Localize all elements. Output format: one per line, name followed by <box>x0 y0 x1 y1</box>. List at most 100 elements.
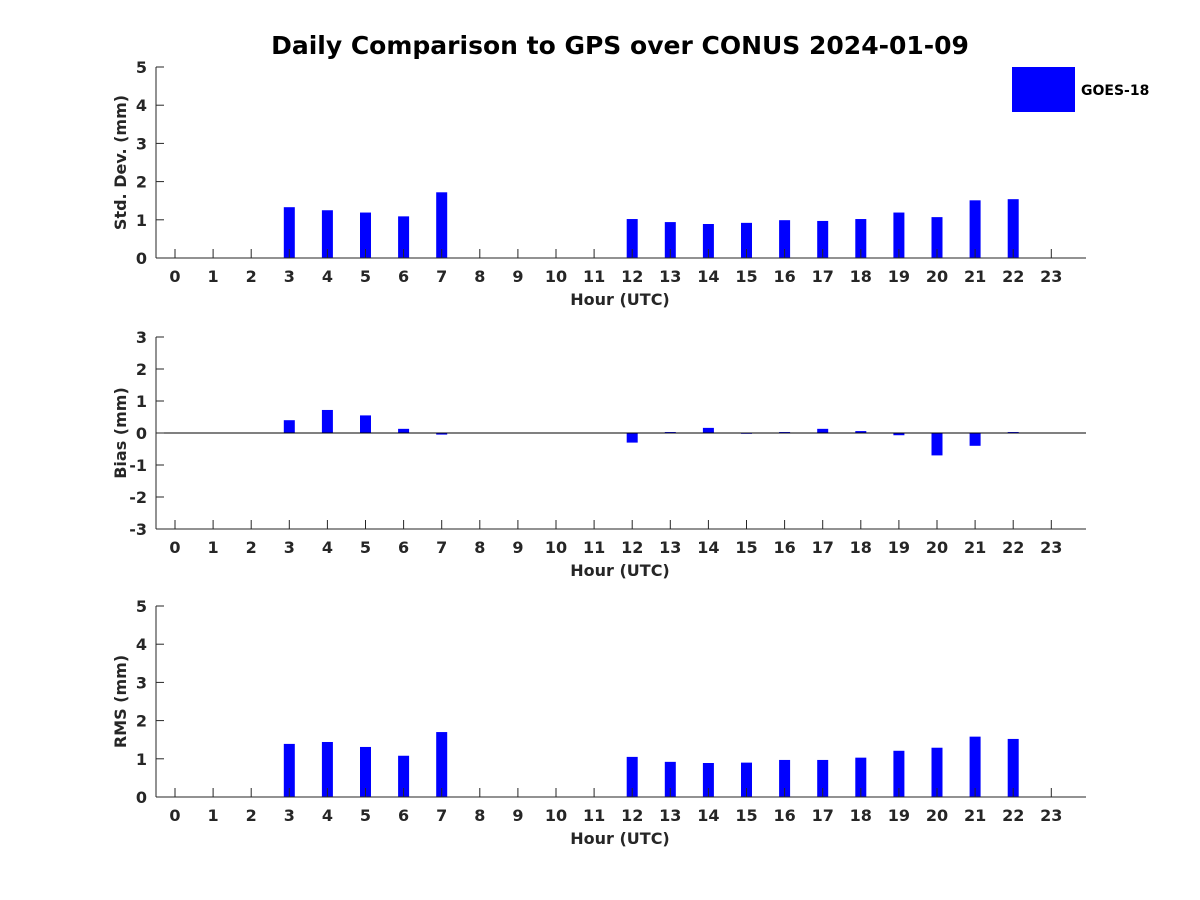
rms-bar-hour-13 <box>664 761 676 797</box>
rms-x-tick-label: 10 <box>545 806 567 825</box>
std-dev-bar-hour-7 <box>436 192 448 258</box>
bias-x-tick-label: 1 <box>208 538 219 557</box>
rms-x-tick-label: 11 <box>583 806 605 825</box>
std-dev-x-tick-label: 11 <box>583 267 605 286</box>
bias-bar-hour-7 <box>436 433 448 435</box>
std-dev-bar-hour-13 <box>664 222 676 258</box>
rms-y-axis-label: RMS (mm) <box>111 655 130 748</box>
rms-x-tick-label: 16 <box>773 806 795 825</box>
std-dev-x-tick-label: 12 <box>621 267 643 286</box>
bias-x-tick-label: 15 <box>735 538 757 557</box>
std-dev-y-tick-label: 2 <box>136 173 147 192</box>
std-dev-bar-hour-17 <box>817 220 829 258</box>
bias-bar-hour-18 <box>855 431 867 433</box>
rms-y-tick-label: 0 <box>136 788 147 807</box>
std-dev-x-tick-label: 6 <box>398 267 409 286</box>
std-dev-y-axis-label: Std. Dev. (mm) <box>111 95 130 230</box>
bias-x-tick-label: 18 <box>850 538 872 557</box>
std-dev-bar-hour-16 <box>779 220 791 258</box>
rms-x-tick-label: 23 <box>1040 806 1062 825</box>
bias-x-tick-label: 12 <box>621 538 643 557</box>
std-dev-x-tick-label: 8 <box>474 267 485 286</box>
bias-x-tick-label: 11 <box>583 538 605 557</box>
rms-x-tick-label: 13 <box>659 806 681 825</box>
bias-x-tick-label: 17 <box>812 538 834 557</box>
std-dev-bar-hour-21 <box>969 200 981 258</box>
bias-y-tick-label: -3 <box>129 520 147 539</box>
bias-y-axis-label: Bias (mm) <box>111 387 130 479</box>
std-dev-x-tick-label: 15 <box>735 267 757 286</box>
bias-x-tick-label: 13 <box>659 538 681 557</box>
std-dev-bar-hour-19 <box>893 212 905 258</box>
rms-bar-hour-14 <box>702 763 714 797</box>
std-dev-y-tick-label: 1 <box>136 211 147 230</box>
std-dev-x-tick-label: 4 <box>322 267 333 286</box>
rms-x-tick-label: 9 <box>512 806 523 825</box>
rms-x-tick-label: 4 <box>322 806 333 825</box>
rms-x-tick-label: 0 <box>169 806 180 825</box>
std-dev-x-tick-label: 3 <box>284 267 295 286</box>
bias-x-tick-label: 3 <box>284 538 295 557</box>
std-dev-x-tick-label: 1 <box>208 267 219 286</box>
std-dev-x-tick-label: 20 <box>926 267 948 286</box>
std-dev-x-tick-label: 9 <box>512 267 523 286</box>
rms-bar-hour-21 <box>969 736 981 797</box>
std-dev-x-tick-label: 23 <box>1040 267 1062 286</box>
std-dev-x-tick-label: 13 <box>659 267 681 286</box>
rms-bar-hour-12 <box>626 756 638 797</box>
rms-x-tick-label: 17 <box>812 806 834 825</box>
bias-bar-hour-17 <box>817 428 829 433</box>
std-dev-x-tick-label: 17 <box>812 267 834 286</box>
rms-x-tick-label: 19 <box>888 806 910 825</box>
bias-bar-hour-12 <box>626 433 638 443</box>
bias-x-tick-label: 21 <box>964 538 986 557</box>
rms-x-tick-label: 15 <box>735 806 757 825</box>
std-dev-x-tick-label: 19 <box>888 267 910 286</box>
bias-x-tick-label: 23 <box>1040 538 1062 557</box>
bias-bar-hour-19 <box>893 433 905 436</box>
rms-bar-hour-7 <box>436 732 448 797</box>
rms-bar-hour-17 <box>817 759 829 797</box>
std-dev-y-tick-label: 0 <box>136 249 147 268</box>
std-dev-bar-hour-18 <box>855 219 867 258</box>
rms-y-tick-label: 2 <box>136 712 147 731</box>
rms-x-tick-label: 2 <box>246 806 257 825</box>
bias-bar-hour-5 <box>360 415 371 433</box>
std-dev-x-tick-label: 5 <box>360 267 371 286</box>
bias-x-tick-label: 4 <box>322 538 333 557</box>
std-dev-bar-hour-14 <box>702 224 714 258</box>
bias-x-axis-label: Hour (UTC) <box>570 561 670 580</box>
bias-y-tick-label: 2 <box>136 360 147 379</box>
std-dev-x-tick-label: 0 <box>169 267 180 286</box>
bias-bar-hour-6 <box>398 428 410 433</box>
std-dev-y-tick-label: 5 <box>136 58 147 77</box>
std-dev-x-tick-label: 18 <box>850 267 872 286</box>
std-dev-bar-hour-5 <box>360 212 371 258</box>
bias-bar-hour-4 <box>321 409 333 433</box>
rms-x-tick-label: 21 <box>964 806 986 825</box>
bias-y-tick-label: -2 <box>129 488 147 507</box>
std-dev-bar-hour-4 <box>321 210 333 258</box>
std-dev-x-tick-label: 14 <box>697 267 719 286</box>
std-dev-x-axis-label: Hour (UTC) <box>570 290 670 309</box>
rms-bar-hour-15 <box>741 762 752 797</box>
rms-x-tick-label: 22 <box>1002 806 1024 825</box>
std-dev-y-tick-label: 4 <box>136 96 147 115</box>
bias-y-tick-label: 3 <box>136 328 147 347</box>
std-dev-bar-hour-22 <box>1007 199 1019 258</box>
rms-x-tick-label: 6 <box>398 806 409 825</box>
bias-bar-hour-21 <box>969 433 981 446</box>
chart-title: Daily Comparison to GPS over CONUS 2024-… <box>271 31 969 60</box>
rms-bar-hour-16 <box>779 759 791 797</box>
bias-x-tick-label: 19 <box>888 538 910 557</box>
bias-x-tick-label: 0 <box>169 538 180 557</box>
rms-bar-hour-20 <box>931 747 943 797</box>
rms-bar-hour-22 <box>1007 738 1019 797</box>
bias-y-tick-label: 0 <box>136 424 147 443</box>
bias-bar-hour-3 <box>283 420 295 433</box>
std-dev-x-tick-label: 2 <box>246 267 257 286</box>
std-dev-x-tick-label: 16 <box>773 267 795 286</box>
